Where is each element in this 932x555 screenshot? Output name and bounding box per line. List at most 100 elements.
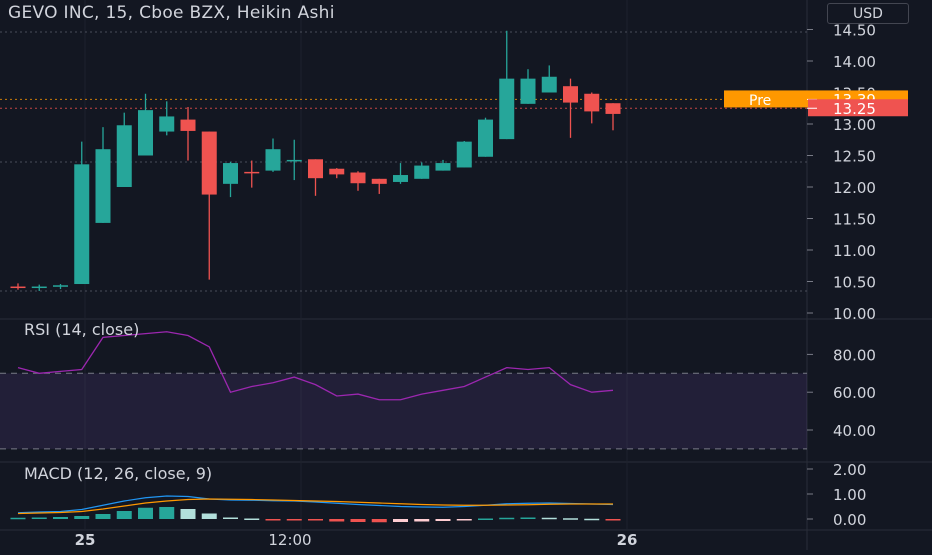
candle xyxy=(308,159,323,196)
candle xyxy=(138,93,153,156)
candle-body xyxy=(180,119,196,131)
macd-histogram-bar xyxy=(329,519,345,522)
candle-body xyxy=(138,110,153,156)
rsi-label[interactable]: RSI (14, close) xyxy=(24,320,140,339)
macd-label[interactable]: MACD (12, 26, close, 9) xyxy=(24,464,213,483)
candle xyxy=(159,101,175,136)
rsi-tick-label: 40.00 xyxy=(833,422,876,440)
macd-histogram-bar xyxy=(371,519,387,523)
candle-body xyxy=(584,93,600,112)
macd-histogram-bar xyxy=(116,511,132,519)
candle xyxy=(414,162,430,179)
time-axis-label: 12:00 xyxy=(268,531,311,549)
candle-body xyxy=(95,149,111,223)
candle-body xyxy=(329,168,345,175)
candle-body xyxy=(541,76,557,93)
macd-histogram-bar xyxy=(31,517,47,519)
price-tick-label: 14.00 xyxy=(833,53,876,71)
macd-histogram-bar xyxy=(286,519,302,521)
price-tick-label: 14.50 xyxy=(833,22,876,40)
candle-body xyxy=(10,286,26,289)
candle xyxy=(74,141,90,285)
candle xyxy=(244,160,260,188)
candle xyxy=(95,127,111,223)
macd-histogram-bar xyxy=(393,519,408,522)
macd-line xyxy=(17,495,614,514)
macd-histogram-bar xyxy=(499,517,515,520)
candle-body xyxy=(286,159,302,162)
candle xyxy=(435,159,451,171)
macd-histogram-bar xyxy=(435,519,451,521)
candle-body xyxy=(435,163,451,171)
macd-histogram-bar xyxy=(563,518,578,520)
candle xyxy=(456,141,472,168)
candle xyxy=(180,106,196,161)
candle-body xyxy=(393,175,408,182)
candle-body xyxy=(159,116,175,132)
macd-histogram-bar xyxy=(584,518,600,521)
candle-body xyxy=(371,178,387,184)
candle-body xyxy=(499,78,515,140)
candle xyxy=(478,117,493,157)
price-tick-label: 10.00 xyxy=(833,305,876,323)
macd-histogram-bar xyxy=(74,516,90,519)
candle xyxy=(520,69,536,104)
candle-body xyxy=(223,163,238,184)
candle xyxy=(53,284,68,290)
rsi-series xyxy=(17,331,614,401)
candle xyxy=(584,92,600,124)
pre-market-tag-label: Pre xyxy=(749,93,771,109)
symbol-title[interactable]: GEVO INC, 15, Cboe BZX, Heikin Ashi xyxy=(8,3,335,23)
candle-body xyxy=(116,125,132,187)
macd-histogram-bar xyxy=(244,518,260,520)
macd-histogram-bar xyxy=(223,517,238,519)
rsi-line xyxy=(17,331,614,401)
candle xyxy=(563,78,578,138)
last-price-tag xyxy=(808,99,908,117)
candle-body xyxy=(74,164,90,285)
candle-body xyxy=(414,165,430,179)
candle-body xyxy=(308,159,323,179)
price-tick-label: 12.50 xyxy=(833,148,876,166)
price-tick-label: 11.00 xyxy=(833,242,876,260)
candle-body xyxy=(605,103,621,114)
macd-tick-label: 1.00 xyxy=(833,486,866,504)
candle-body xyxy=(478,119,493,157)
rsi-tick-label: 80.00 xyxy=(833,346,876,364)
time-axis-label: 26 xyxy=(617,531,638,549)
price-tick-label: 12.00 xyxy=(833,179,876,197)
candle xyxy=(116,112,132,187)
candle xyxy=(223,161,238,198)
candle-body xyxy=(201,131,217,195)
axes: 14.5014.0013.5013.0012.5012.0011.5011.00… xyxy=(75,22,908,549)
macd-histogram-bar xyxy=(201,513,217,519)
rsi-band xyxy=(0,372,807,450)
macd-histogram-bar xyxy=(53,517,68,519)
candle-body xyxy=(456,141,472,168)
candle xyxy=(329,168,345,179)
macd-histogram-bar xyxy=(138,507,153,519)
candle xyxy=(201,131,217,280)
candle-body xyxy=(31,286,47,289)
macd-histogram-bar xyxy=(478,518,493,520)
time-axis-label: 25 xyxy=(75,531,96,549)
candle xyxy=(371,178,387,194)
macd-histogram-bar xyxy=(308,519,323,521)
candle-body xyxy=(563,86,578,103)
macd-histogram-bar xyxy=(10,517,26,520)
candle xyxy=(605,103,621,131)
candle xyxy=(265,138,281,172)
price-tick-label: 11.50 xyxy=(833,211,876,229)
candle xyxy=(286,139,302,181)
candle-body xyxy=(520,78,536,104)
price-tick-label: 13.00 xyxy=(833,116,876,134)
candle xyxy=(541,65,557,93)
candle xyxy=(10,283,26,290)
macd-histogram-bar xyxy=(350,519,366,522)
candle xyxy=(393,163,408,184)
signal-line xyxy=(17,498,613,515)
macd-tick-label: 2.00 xyxy=(833,461,866,479)
currency-button[interactable]: USD xyxy=(827,3,909,24)
